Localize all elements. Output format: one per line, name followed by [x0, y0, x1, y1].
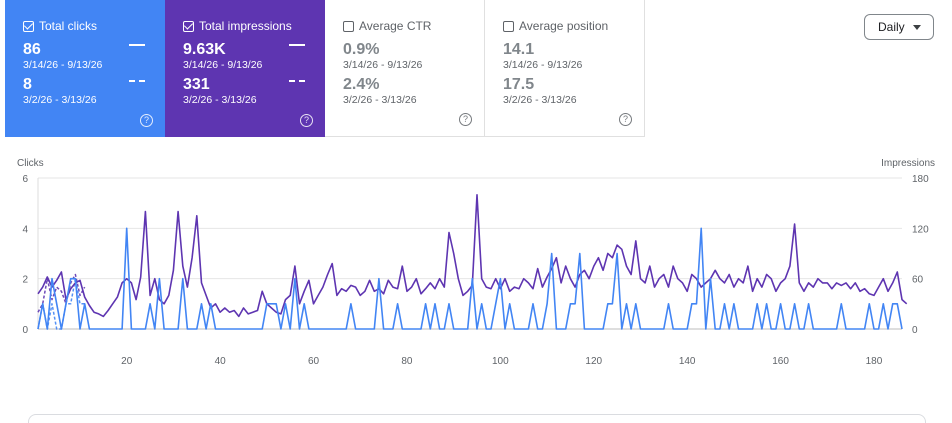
current-value: 0.9%	[343, 41, 380, 58]
solid-line-legend-icon	[289, 44, 305, 46]
help-circle-icon[interactable]: ?	[300, 114, 313, 127]
previous-range: 3/2/26 - 3/13/26	[183, 94, 257, 106]
y-tick-left-label: 6	[22, 174, 28, 185]
x-axis-ticks: 20 40 60 80 100 120 140 160 180	[121, 356, 883, 367]
current-range: 3/14/26 - 9/13/26	[23, 59, 103, 71]
x-tick-label: 80	[401, 356, 413, 367]
average-position-header[interactable]: Average position	[503, 18, 644, 34]
total-impressions-header[interactable]: Total impressions	[183, 18, 325, 34]
x-tick-label: 120	[585, 356, 602, 367]
performance-chart[interactable]: Clicks Impressions 0 2 4 6 0 60 120 180 20 40 60…	[0, 150, 952, 370]
total-clicks-card[interactable]: Total clicks 86 3/14/26 - 9/13/26 8 3/2/…	[5, 0, 165, 137]
card-label: Average position	[519, 19, 609, 33]
y-tick-left-label: 0	[22, 325, 28, 336]
help-circle-icon[interactable]: ?	[459, 113, 472, 126]
x-tick-label: 100	[492, 356, 509, 367]
help-circle-icon[interactable]: ?	[619, 113, 632, 126]
average-position-card[interactable]: Average position 14.1 3/14/26 - 9/13/26 …	[485, 0, 645, 137]
current-value: 14.1	[503, 41, 535, 58]
total-clicks-header[interactable]: Total clicks	[23, 18, 165, 34]
dashed-line-legend-icon	[129, 80, 145, 82]
current-value: 86	[23, 41, 41, 58]
card-label: Total clicks	[39, 19, 98, 33]
bottom-panel	[28, 414, 926, 423]
average-ctr-header[interactable]: Average CTR	[343, 18, 484, 34]
checkbox-unchecked-icon[interactable]	[503, 20, 514, 32]
current-range: 3/14/26 - 9/13/26	[183, 59, 263, 71]
y-tick-right-label: 120	[912, 224, 929, 235]
caret-down-icon	[913, 25, 921, 30]
previous-range: 3/2/26 - 3/13/26	[23, 94, 97, 106]
x-tick-label: 140	[679, 356, 696, 367]
total-impressions-card[interactable]: Total impressions 9.63K 3/14/26 - 9/13/2…	[165, 0, 325, 137]
x-tick-label: 20	[121, 356, 133, 367]
previous-value: 8	[23, 76, 32, 93]
previous-value: 2.4%	[343, 76, 380, 93]
metric-cards: Total clicks 86 3/14/26 - 9/13/26 8 3/2/…	[5, 0, 645, 137]
x-tick-label: 60	[308, 356, 320, 367]
y-axis-left-ticks: 0 2 4 6	[22, 174, 28, 336]
y-tick-left-label: 2	[22, 275, 28, 286]
granularity-label: Daily	[878, 20, 905, 34]
checkbox-checked-icon[interactable]	[23, 20, 34, 32]
average-ctr-card[interactable]: Average CTR 0.9% 3/14/26 - 9/13/26 2.4% …	[325, 0, 485, 137]
previous-value: 331	[183, 76, 210, 93]
y-tick-left-label: 4	[22, 224, 28, 235]
previous-range: 3/2/26 - 3/13/26	[343, 94, 417, 106]
y-axis-left-title: Clicks	[17, 158, 44, 169]
solid-line-legend-icon	[129, 44, 145, 46]
x-tick-label: 40	[215, 356, 227, 367]
clicks-line	[37, 227, 903, 330]
checkbox-unchecked-icon[interactable]	[343, 20, 354, 32]
help-circle-icon[interactable]: ?	[140, 114, 153, 127]
current-value: 9.63K	[183, 41, 226, 58]
dashed-line-legend-icon	[289, 80, 305, 82]
y-axis-right-ticks: 0 60 120 180	[912, 174, 929, 336]
series-lines	[37, 193, 908, 330]
checkbox-checked-icon[interactable]	[183, 20, 194, 32]
card-label: Average CTR	[359, 19, 432, 33]
granularity-dropdown[interactable]: Daily	[864, 14, 934, 40]
y-tick-right-label: 60	[912, 275, 924, 286]
y-tick-right-label: 0	[912, 325, 918, 336]
card-label: Total impressions	[199, 19, 292, 33]
current-range: 3/14/26 - 9/13/26	[343, 59, 423, 71]
y-axis-right-title: Impressions	[881, 158, 935, 169]
y-tick-right-label: 180	[912, 174, 929, 185]
current-range: 3/14/26 - 9/13/26	[503, 59, 583, 71]
x-tick-label: 180	[866, 356, 883, 367]
previous-value: 17.5	[503, 76, 535, 93]
x-tick-label: 160	[772, 356, 789, 367]
previous-range: 3/2/26 - 3/13/26	[503, 94, 577, 106]
impressions-line	[37, 193, 908, 318]
